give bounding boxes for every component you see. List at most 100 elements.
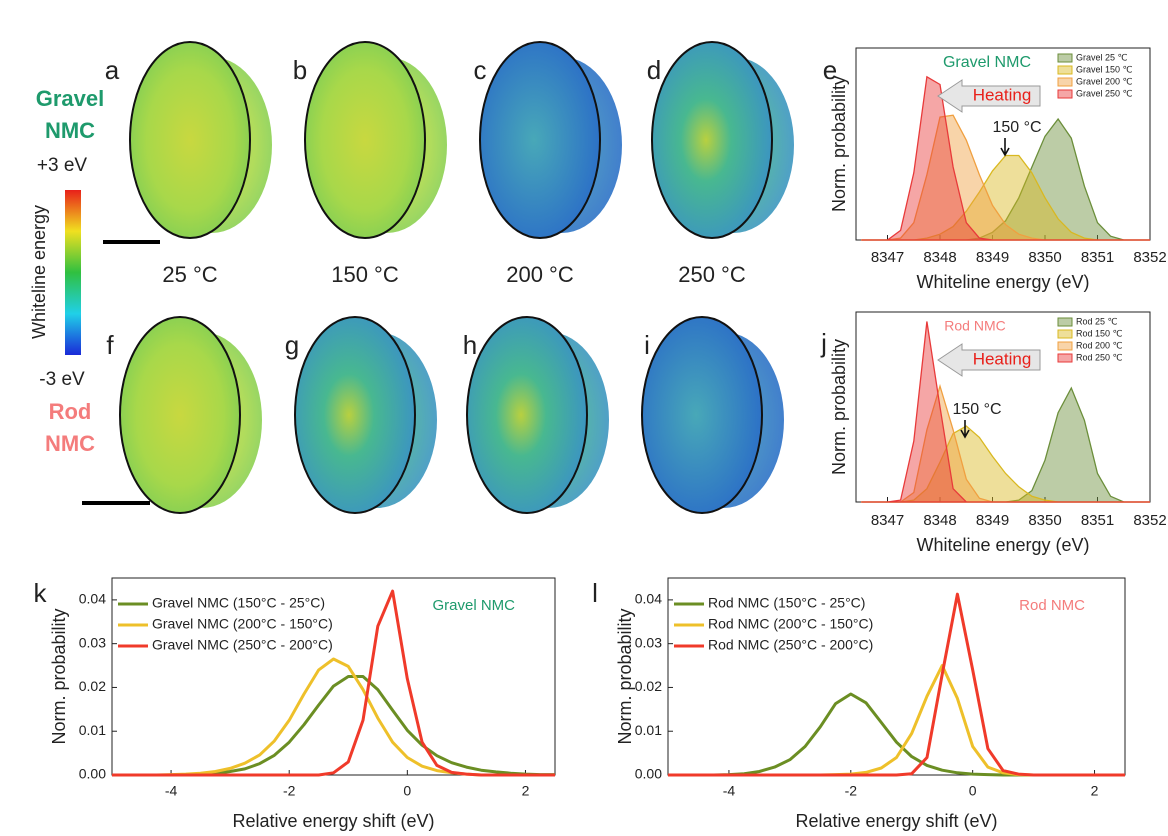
colorbar	[65, 190, 81, 355]
x-tick-label: 8351	[1081, 512, 1114, 529]
temperature-label: 200 °C	[506, 262, 574, 287]
x-axis-label: Relative energy shift (eV)	[795, 811, 997, 831]
legend-label: Gravel 200 ℃	[1076, 76, 1133, 86]
heating-arrow	[937, 79, 1041, 113]
peak-arrow	[960, 420, 970, 439]
legend-swatch	[1057, 353, 1073, 363]
side-label: NMC	[45, 118, 95, 143]
legend-swatch	[1057, 89, 1073, 99]
panel-label: c	[474, 55, 487, 85]
colorbar-min: -3 eV	[39, 369, 85, 390]
particle	[479, 41, 601, 239]
y-tick-label: 0.03	[635, 634, 662, 650]
y-tick-label: 0.01	[635, 722, 662, 738]
legend-swatch	[1057, 77, 1073, 87]
y-axis-label: Norm. probability	[829, 76, 849, 212]
panel-label: h	[463, 330, 477, 360]
legend-label: Rod 250 ℃	[1076, 352, 1123, 362]
legend-label: Rod 25 ℃	[1076, 316, 1118, 326]
x-tick-label: 8350	[1028, 249, 1061, 266]
line	[668, 692, 1125, 777]
legend-swatch	[1057, 53, 1073, 63]
x-tick-label: 2	[522, 783, 530, 799]
density-area	[861, 321, 1150, 503]
legend-label: Rod 150 ℃	[1076, 328, 1123, 338]
side-label: NMC	[45, 431, 95, 456]
annotation: Gravel NMC	[943, 54, 1031, 71]
legend-label: Gravel NMC (200°C - 150°C)	[152, 616, 333, 632]
legend-label: Rod 200 ℃	[1076, 340, 1123, 350]
temperature-label: 150 °C	[331, 262, 399, 287]
side-label: Gravel	[36, 86, 105, 111]
x-tick-label: -2	[845, 783, 858, 799]
x-tick-label: 8350	[1028, 512, 1061, 529]
x-tick-label: 0	[969, 783, 977, 799]
panel-label: j	[820, 328, 827, 358]
particle	[119, 316, 241, 514]
panel-label: a	[105, 55, 120, 85]
line	[112, 657, 555, 777]
legend-label: Gravel 150 ℃	[1076, 64, 1133, 74]
side-label: Rod	[49, 399, 92, 424]
x-tick-label: 8347	[871, 249, 904, 266]
x-tick-label: 8349	[976, 512, 1009, 529]
line	[112, 589, 555, 777]
y-tick-label: 0.03	[79, 634, 106, 650]
panel-label: l	[592, 578, 598, 608]
panel-label: d	[647, 55, 661, 85]
arrow-label: Heating	[973, 349, 1032, 368]
legend-swatch	[1057, 329, 1073, 339]
x-axis-label: Whiteline energy (eV)	[916, 272, 1089, 292]
temperature-label: 250 °C	[678, 262, 746, 287]
y-tick-label: 0.04	[635, 591, 662, 607]
particle	[641, 316, 763, 514]
legend-label: Rod NMC (150°C - 25°C)	[708, 595, 865, 611]
x-tick-label: 8348	[923, 512, 956, 529]
line	[668, 664, 1125, 777]
x-tick-label: -4	[165, 783, 178, 799]
y-tick-label: 0.02	[635, 678, 662, 694]
panel-label: i	[644, 330, 650, 360]
x-tick-label: 8347	[871, 512, 904, 529]
density-area	[861, 75, 1150, 241]
y-axis-label: Norm. probability	[615, 608, 635, 744]
x-tick-label: 8351	[1081, 249, 1114, 266]
annotation: Gravel NMC	[432, 597, 515, 614]
x-axis-label: Whiteline energy (eV)	[916, 535, 1089, 555]
y-tick-label: 0.00	[635, 766, 662, 782]
y-axis-label: Norm. probability	[49, 608, 69, 744]
temperature-label: 25 °C	[162, 262, 217, 287]
y-tick-label: 0.00	[79, 766, 106, 782]
legend-label: Gravel NMC (150°C - 25°C)	[152, 595, 325, 611]
particle	[294, 316, 416, 514]
x-tick-label: 0	[403, 783, 411, 799]
y-tick-label: 0.04	[79, 591, 106, 607]
legend-label: Rod NMC (250°C - 200°C)	[708, 637, 873, 653]
y-tick-label: 0.02	[79, 678, 106, 694]
panel-label: k	[34, 578, 48, 608]
panel-label: f	[106, 330, 114, 360]
particle	[129, 41, 251, 239]
panel-label: e	[823, 55, 837, 85]
y-axis-label: Norm. probability	[829, 339, 849, 475]
particle	[466, 316, 588, 514]
x-tick-label: 2	[1091, 783, 1099, 799]
panel-label: g	[285, 330, 299, 360]
x-tick-label: -2	[283, 783, 296, 799]
y-tick-label: 0.01	[79, 722, 106, 738]
legend-swatch	[1057, 317, 1073, 327]
colorbar-max: +3 eV	[37, 155, 88, 176]
x-tick-label: 8352	[1133, 249, 1166, 266]
legend-label: Gravel 250 ℃	[1076, 88, 1133, 98]
line	[112, 675, 555, 777]
particle	[304, 41, 426, 239]
x-tick-label: -4	[723, 783, 736, 799]
arrow-label: Heating	[973, 85, 1032, 104]
annotation: Rod NMC	[1019, 597, 1085, 614]
x-tick-label: 8352	[1133, 512, 1166, 529]
peak-label: 150 °C	[952, 401, 1001, 418]
plot-frame	[111, 577, 556, 776]
legend-label: Gravel NMC (250°C - 200°C)	[152, 637, 333, 653]
panel-label: b	[293, 55, 307, 85]
